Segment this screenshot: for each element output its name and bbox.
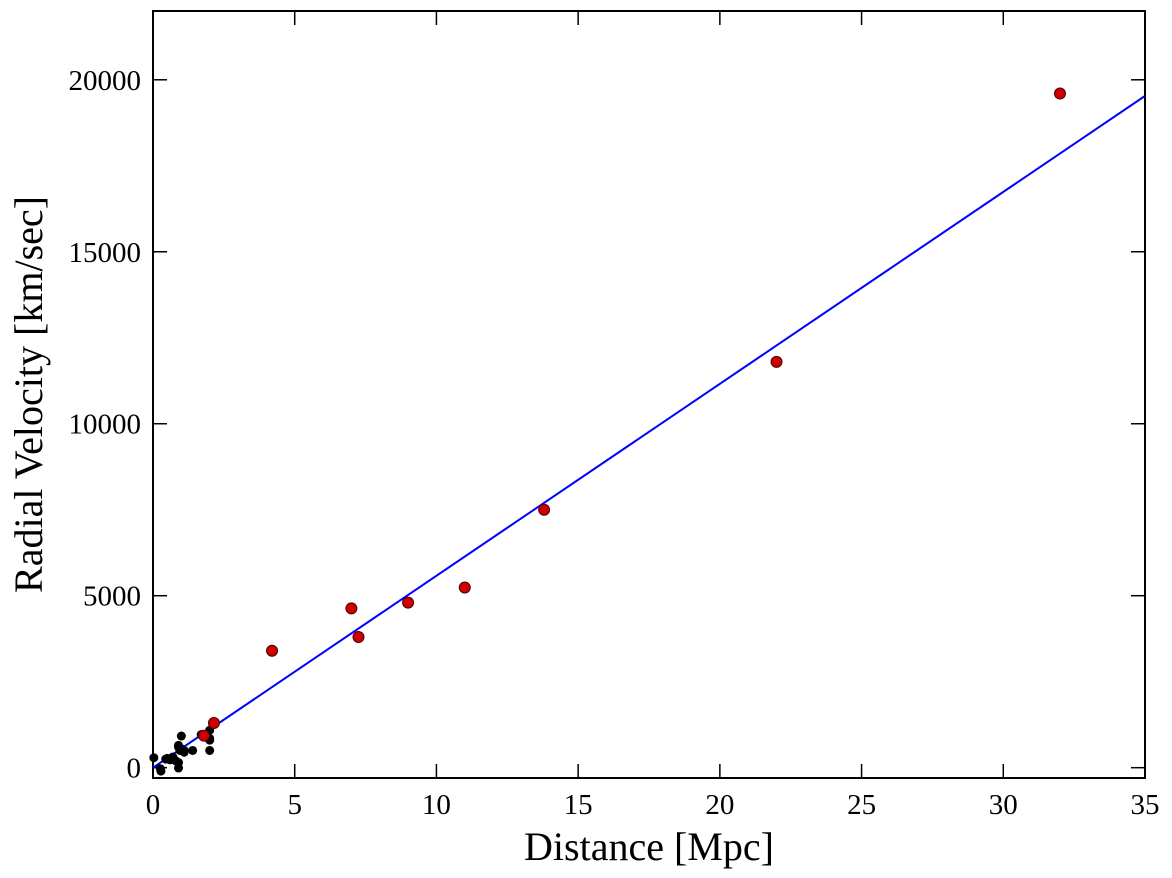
x-tick-label: 20 xyxy=(705,789,734,821)
data-point-far xyxy=(345,602,358,615)
data-point-far xyxy=(207,716,220,729)
data-point-far xyxy=(352,630,365,643)
x-tick-label: 35 xyxy=(1131,789,1160,821)
x-tick-label: 15 xyxy=(564,789,593,821)
y-tick-label: 15000 xyxy=(69,237,142,269)
y-tick-label: 0 xyxy=(127,753,142,785)
data-point-near xyxy=(176,731,186,741)
x-tick-label: 30 xyxy=(989,789,1018,821)
data-point-far xyxy=(538,503,551,516)
data-point-near xyxy=(179,747,189,757)
data-point-far xyxy=(198,729,211,742)
data-point-near xyxy=(156,766,166,776)
fit-line xyxy=(152,95,1146,769)
data-point-near xyxy=(149,753,159,763)
plot-frame xyxy=(152,10,1146,779)
data-point-near xyxy=(174,763,184,773)
x-tick-label: 0 xyxy=(146,789,161,821)
data-point-near xyxy=(205,745,215,755)
data-point-far xyxy=(402,596,415,609)
y-axis-title: Radial Velocity [km/sec] xyxy=(6,196,51,593)
data-point-far xyxy=(1053,87,1066,100)
x-axis-title: Distance [Mpc] xyxy=(524,824,774,869)
x-tick-label: 25 xyxy=(847,789,876,821)
y-tick-label: 10000 xyxy=(69,409,142,441)
x-tick-label: 10 xyxy=(422,789,451,821)
data-point-far xyxy=(266,644,279,657)
x-tick-label: 5 xyxy=(287,789,302,821)
data-point-far xyxy=(458,581,471,594)
y-tick-label: 20000 xyxy=(69,65,142,97)
data-point-near xyxy=(188,745,198,755)
data-point-far xyxy=(770,355,783,368)
y-tick-label: 5000 xyxy=(83,581,141,613)
